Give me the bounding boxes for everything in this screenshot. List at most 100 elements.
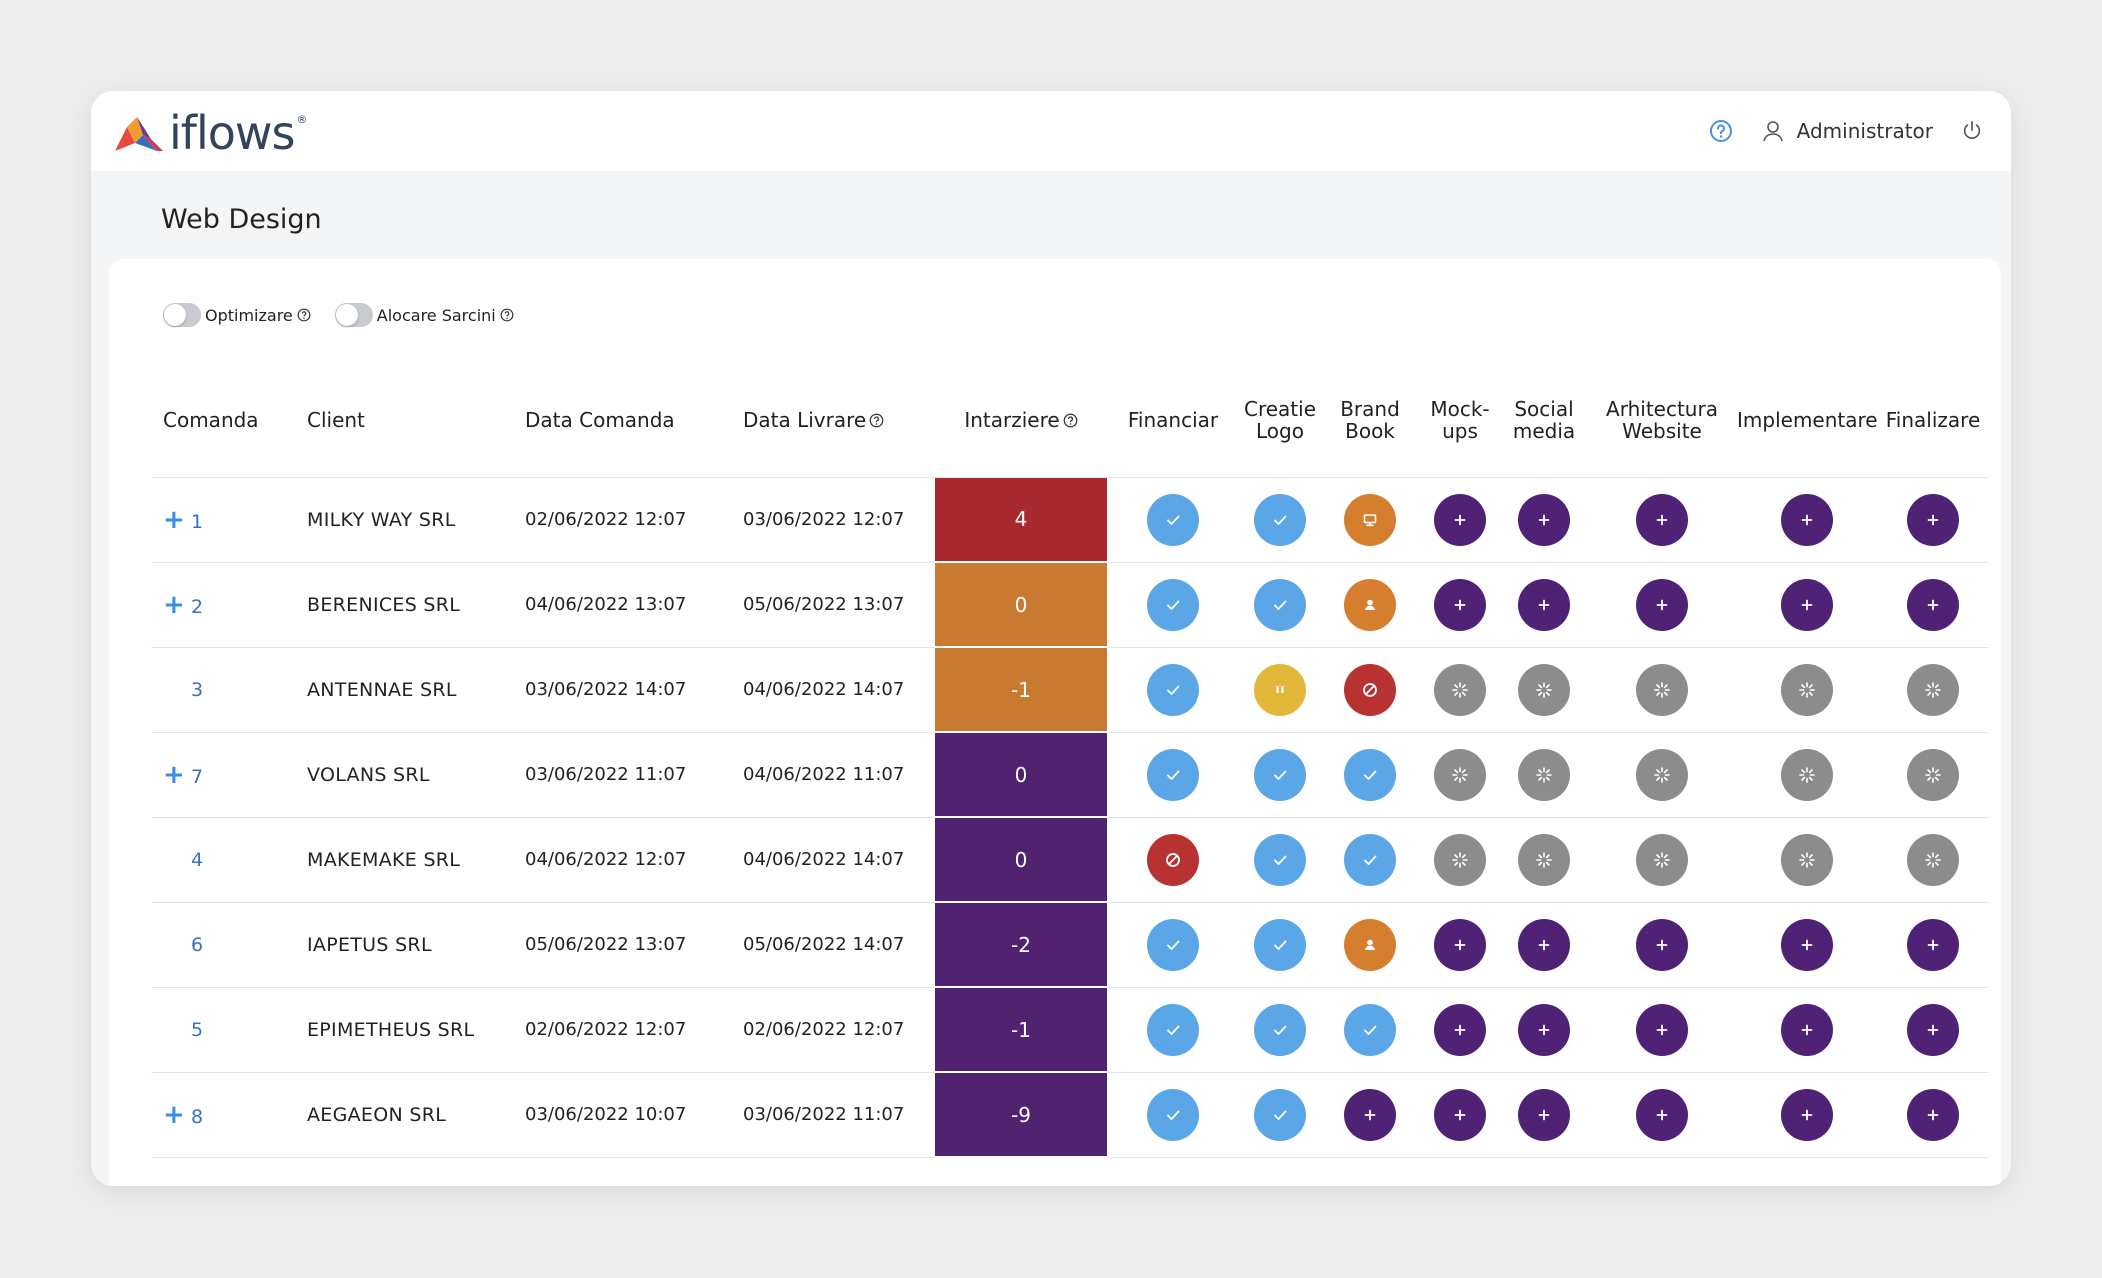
stage-add-button[interactable]	[1781, 578, 1833, 631]
stage-add-button[interactable]	[1636, 578, 1688, 631]
stage-check-button[interactable]	[1344, 1003, 1396, 1056]
stage-add-button[interactable]	[1907, 1088, 1959, 1141]
header-implementare[interactable]: Implementare	[1737, 363, 1878, 478]
table-row[interactable]: +7 VOLANS SRL 03/06/2022 11:07 04/06/2022 1…	[151, 732, 1989, 818]
expand-row-button[interactable]: +	[163, 1099, 185, 1130]
stage-pending-button[interactable]	[1636, 833, 1688, 886]
stage-pending-button[interactable]	[1781, 663, 1833, 716]
table-row[interactable]: +8 AEGAEON SRL 03/06/2022 10:07 03/06/2022 …	[151, 1072, 1989, 1158]
stage-add-button[interactable]	[1907, 578, 1959, 631]
table-row[interactable]: +1 MILKY WAY SRL 02/06/2022 12:07 03/06/202…	[151, 477, 1989, 563]
header-finalizare[interactable]: Finalizare	[1877, 363, 1989, 478]
order-number-link[interactable]: 4	[191, 848, 204, 871]
stage-check-button[interactable]	[1254, 748, 1306, 801]
order-number-link[interactable]: 3	[191, 678, 204, 701]
stage-add-button[interactable]	[1907, 493, 1959, 546]
table-row[interactable]: 5 EPIMETHEUS SRL 02/06/2022 12:07 02/06/202…	[151, 987, 1989, 1073]
optimizare-switch[interactable]	[163, 303, 201, 327]
table-row[interactable]: +2 BERENICES SRL 04/06/2022 13:07 05/06/202…	[151, 562, 1989, 648]
stage-pending-button[interactable]	[1434, 663, 1486, 716]
stage-add-button[interactable]	[1518, 1088, 1570, 1141]
expand-row-button[interactable]: +	[163, 759, 185, 790]
stage-pending-button[interactable]	[1518, 833, 1570, 886]
power-icon[interactable]	[1961, 120, 1983, 142]
stage-add-button[interactable]	[1781, 1003, 1833, 1056]
header-mockups[interactable]: Mock-ups	[1419, 363, 1501, 478]
stage-check-button[interactable]	[1254, 1003, 1306, 1056]
order-number-link[interactable]: 8	[191, 1105, 204, 1128]
stage-check-button[interactable]	[1344, 748, 1396, 801]
order-number-link[interactable]: 2	[191, 595, 204, 618]
header-data-livrare[interactable]: Data Livrare	[743, 363, 935, 478]
stage-check-button[interactable]	[1147, 578, 1199, 631]
stage-add-button[interactable]	[1518, 578, 1570, 631]
stage-check-button[interactable]	[1254, 1088, 1306, 1141]
header-data-comanda[interactable]: Data Comanda	[525, 363, 743, 478]
stage-add-button[interactable]	[1907, 1003, 1959, 1056]
help-icon[interactable]	[1709, 119, 1733, 143]
order-number-link[interactable]: 5	[191, 1018, 204, 1041]
stage-check-button[interactable]	[1344, 833, 1396, 886]
stage-check-button[interactable]	[1254, 833, 1306, 886]
table-row[interactable]: 4 MAKEMAKE SRL 04/06/2022 12:07 04/06/2022 …	[151, 817, 1989, 903]
stage-pending-button[interactable]	[1518, 748, 1570, 801]
expand-row-button[interactable]: +	[163, 504, 185, 535]
stage-pending-button[interactable]	[1781, 748, 1833, 801]
stage-add-button[interactable]	[1781, 918, 1833, 971]
stage-add-button[interactable]	[1434, 1003, 1486, 1056]
stage-add-button[interactable]	[1434, 493, 1486, 546]
stage-pending-button[interactable]	[1907, 663, 1959, 716]
help-icon[interactable]	[1063, 413, 1078, 428]
stage-add-button[interactable]	[1636, 918, 1688, 971]
stage-pending-button[interactable]	[1907, 833, 1959, 886]
header-client[interactable]: Client	[307, 363, 525, 478]
stage-add-button[interactable]	[1434, 578, 1486, 631]
stage-add-button[interactable]	[1636, 1003, 1688, 1056]
help-icon[interactable]	[297, 308, 311, 322]
stage-add-button[interactable]	[1434, 918, 1486, 971]
order-number-link[interactable]: 7	[191, 765, 204, 788]
stage-add-button[interactable]	[1434, 1088, 1486, 1141]
stage-add-button[interactable]	[1781, 493, 1833, 546]
stage-pending-button[interactable]	[1434, 748, 1486, 801]
expand-row-button[interactable]: +	[163, 589, 185, 620]
header-financiar[interactable]: Financiar	[1107, 363, 1239, 478]
stage-pending-button[interactable]	[1907, 748, 1959, 801]
stage-add-button[interactable]	[1344, 1088, 1396, 1141]
order-number-link[interactable]: 1	[191, 510, 204, 533]
stage-add-button[interactable]	[1518, 918, 1570, 971]
header-brand-book[interactable]: Brand Book	[1321, 363, 1419, 478]
stage-add-button[interactable]	[1636, 493, 1688, 546]
stage-add-button[interactable]	[1907, 918, 1959, 971]
stage-check-button[interactable]	[1254, 493, 1306, 546]
table-row[interactable]: 6 IAPETUS SRL 05/06/2022 13:07 05/06/2022 1…	[151, 902, 1989, 988]
stage-check-button[interactable]	[1254, 918, 1306, 971]
stage-pause-button[interactable]	[1254, 663, 1306, 716]
stage-blocked-button[interactable]	[1344, 663, 1396, 716]
stage-add-button[interactable]	[1636, 1088, 1688, 1141]
stage-check-button[interactable]	[1254, 578, 1306, 631]
logo[interactable]: iflows ®	[113, 109, 308, 157]
stage-check-button[interactable]	[1147, 748, 1199, 801]
stage-check-button[interactable]	[1147, 918, 1199, 971]
user-icon[interactable]	[1761, 119, 1785, 143]
stage-person-button[interactable]	[1344, 918, 1396, 971]
header-creatie-logo[interactable]: Creatie Logo	[1239, 363, 1321, 478]
header-intarziere[interactable]: Intarziere	[935, 363, 1107, 478]
stage-pending-button[interactable]	[1781, 833, 1833, 886]
alocare-sarcini-switch[interactable]	[334, 303, 373, 327]
stage-add-button[interactable]	[1781, 1088, 1833, 1141]
stage-add-button[interactable]	[1518, 1003, 1570, 1056]
stage-check-button[interactable]	[1147, 1003, 1199, 1056]
stage-pending-button[interactable]	[1434, 833, 1486, 886]
stage-blocked-button[interactable]	[1147, 833, 1199, 886]
header-social-media[interactable]: Social media	[1501, 363, 1587, 478]
stage-pending-button[interactable]	[1518, 663, 1570, 716]
stage-pending-button[interactable]	[1636, 748, 1688, 801]
stage-add-button[interactable]	[1518, 493, 1570, 546]
user-name[interactable]: Administrator	[1796, 119, 1933, 143]
stage-check-button[interactable]	[1147, 663, 1199, 716]
header-arhitectura-website[interactable]: Arhitectura Website	[1587, 363, 1737, 478]
stage-monitor-button[interactable]	[1344, 493, 1396, 546]
help-icon[interactable]	[869, 413, 884, 428]
